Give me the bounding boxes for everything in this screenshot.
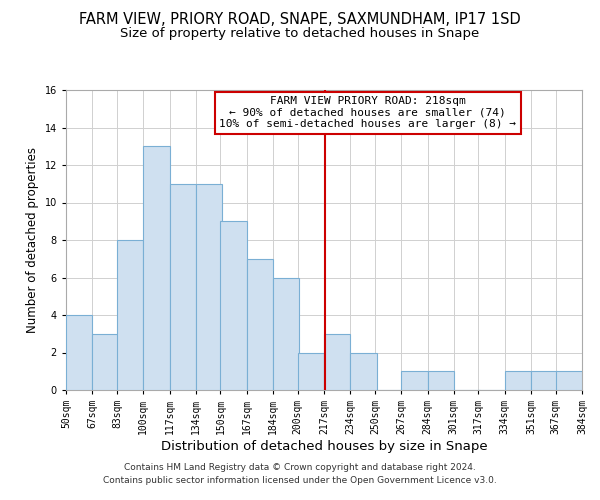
Bar [298,352,324,390]
Bar [143,146,170,390]
Bar [531,371,557,390]
Bar [117,240,143,390]
Text: FARM VIEW PRIORY ROAD: 218sqm
← 90% of detached houses are smaller (74)
10% of s: FARM VIEW PRIORY ROAD: 218sqm ← 90% of d… [220,96,517,129]
Bar [247,259,273,390]
Bar [92,334,119,390]
Bar [66,315,92,390]
Bar [350,352,377,390]
Bar [324,334,350,390]
Text: Size of property relative to detached houses in Snape: Size of property relative to detached ho… [121,28,479,40]
Y-axis label: Number of detached properties: Number of detached properties [26,147,39,333]
Text: FARM VIEW, PRIORY ROAD, SNAPE, SAXMUNDHAM, IP17 1SD: FARM VIEW, PRIORY ROAD, SNAPE, SAXMUNDHA… [79,12,521,28]
Bar [428,371,454,390]
Bar [273,278,299,390]
X-axis label: Distribution of detached houses by size in Snape: Distribution of detached houses by size … [161,440,487,453]
Bar [220,221,247,390]
Bar [170,184,196,390]
Text: Contains public sector information licensed under the Open Government Licence v3: Contains public sector information licen… [103,476,497,485]
Bar [505,371,531,390]
Text: Contains HM Land Registry data © Crown copyright and database right 2024.: Contains HM Land Registry data © Crown c… [124,462,476,471]
Bar [556,371,582,390]
Bar [196,184,222,390]
Bar [401,371,428,390]
